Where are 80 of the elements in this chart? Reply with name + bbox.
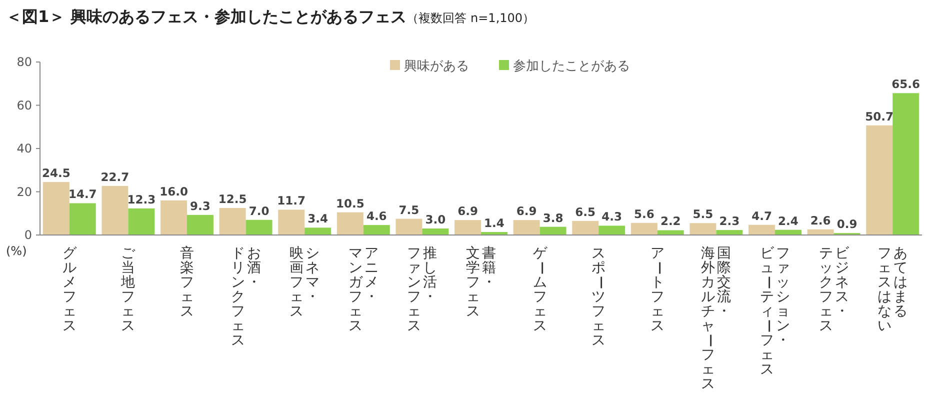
bar (69, 203, 96, 235)
data-label: 2.3 (719, 214, 740, 228)
y-tick-label: 40 (16, 142, 32, 156)
chart-title: ＜図1＞ 興味のあるフェス・参加したことがあるフェス (6, 7, 407, 26)
bar (454, 220, 481, 235)
bar (102, 186, 128, 235)
data-label: 3.8 (542, 210, 564, 225)
x-tick-label: ビジネス・テックフェス (818, 245, 850, 334)
data-label: 7.0 (248, 204, 270, 218)
data-label: 0.9 (836, 217, 858, 232)
bar (630, 222, 658, 235)
bar (396, 218, 422, 235)
data-label: 12.5 (218, 192, 247, 206)
data-label: 4.6 (366, 209, 387, 224)
bar (657, 230, 684, 235)
x-tick-label: 音楽フェス (180, 245, 194, 320)
bar (572, 220, 599, 235)
x-tick-label: ゲームフェス (532, 245, 549, 334)
bar (866, 125, 893, 235)
data-label: 4.7 (752, 208, 772, 223)
bar (422, 228, 449, 235)
bar (278, 210, 305, 235)
bar (336, 212, 364, 235)
data-label: 5.5 (692, 207, 714, 222)
bar (246, 220, 272, 235)
data-label: 16.0 (160, 184, 188, 198)
bar (513, 220, 540, 235)
data-label: 10.5 (336, 196, 364, 210)
data-label: 7.5 (398, 202, 420, 217)
data-label: 12.3 (127, 192, 156, 206)
data-label: 6.9 (458, 204, 478, 218)
bar (363, 225, 390, 235)
bar (716, 230, 743, 235)
bar (219, 208, 246, 235)
bar (540, 226, 566, 235)
bar (598, 226, 626, 235)
x-tick-label: ご当地フェス (120, 245, 136, 334)
bar (42, 182, 70, 235)
x-tick-label: お酒・ドリンクフェス (230, 245, 261, 348)
y-tick-label: 80 (16, 55, 32, 69)
y-tick-label: 60 (16, 98, 32, 112)
chart-subtitle: （複数回答 n=1,100） (406, 11, 535, 25)
legend-label: 興味がある (404, 59, 469, 74)
x-tick-label: シネマ・映画フェス (290, 245, 320, 320)
data-label: 5.6 (634, 206, 654, 221)
data-label: 3.0 (425, 212, 446, 227)
x-tick-label: アートフェス (650, 245, 667, 334)
bar (128, 208, 155, 235)
x-tick-label: グルメフェス (62, 245, 78, 334)
x-tick-label: アニメ・マンガフェス (348, 245, 378, 334)
y-tick-label: 20 (16, 184, 32, 199)
data-label: 65.6 (892, 77, 920, 92)
bar (304, 228, 332, 235)
data-label: 22.7 (100, 170, 130, 184)
data-label: 2.2 (660, 214, 681, 228)
bar (892, 93, 920, 235)
data-label: 24.5 (42, 166, 70, 180)
data-label: 11.7 (277, 194, 306, 208)
y-tick-label: 0 (24, 228, 32, 242)
bar (187, 214, 214, 235)
bar (690, 223, 716, 235)
data-label: 1.4 (484, 216, 504, 230)
x-tick-label: あてはまるフェスはない (878, 245, 908, 334)
x-tick-label: スポーツフェス (592, 245, 608, 348)
data-label: 2.6 (810, 213, 831, 228)
x-tick-label: 書籍・文学フェス (466, 245, 496, 320)
bar (748, 224, 775, 235)
data-label: 9.3 (190, 198, 210, 213)
data-label: 4.3 (602, 210, 622, 224)
data-label: 14.7 (68, 187, 97, 202)
data-label: 6.5 (575, 204, 596, 219)
bar (160, 200, 187, 235)
x-tick-label: 推し活・ファンフェス (407, 245, 438, 334)
legend-label: 参加したことがある (513, 59, 630, 74)
data-label: 2.4 (778, 214, 798, 228)
data-label: 6.9 (516, 204, 537, 218)
y-axis-title: (%) (6, 244, 27, 258)
x-tick-label: ファッション・ビューティーフェス (760, 245, 790, 378)
data-label: 3.4 (308, 212, 328, 226)
x-tick-label: 国際交流・海外カルチャーフェス (701, 245, 732, 392)
